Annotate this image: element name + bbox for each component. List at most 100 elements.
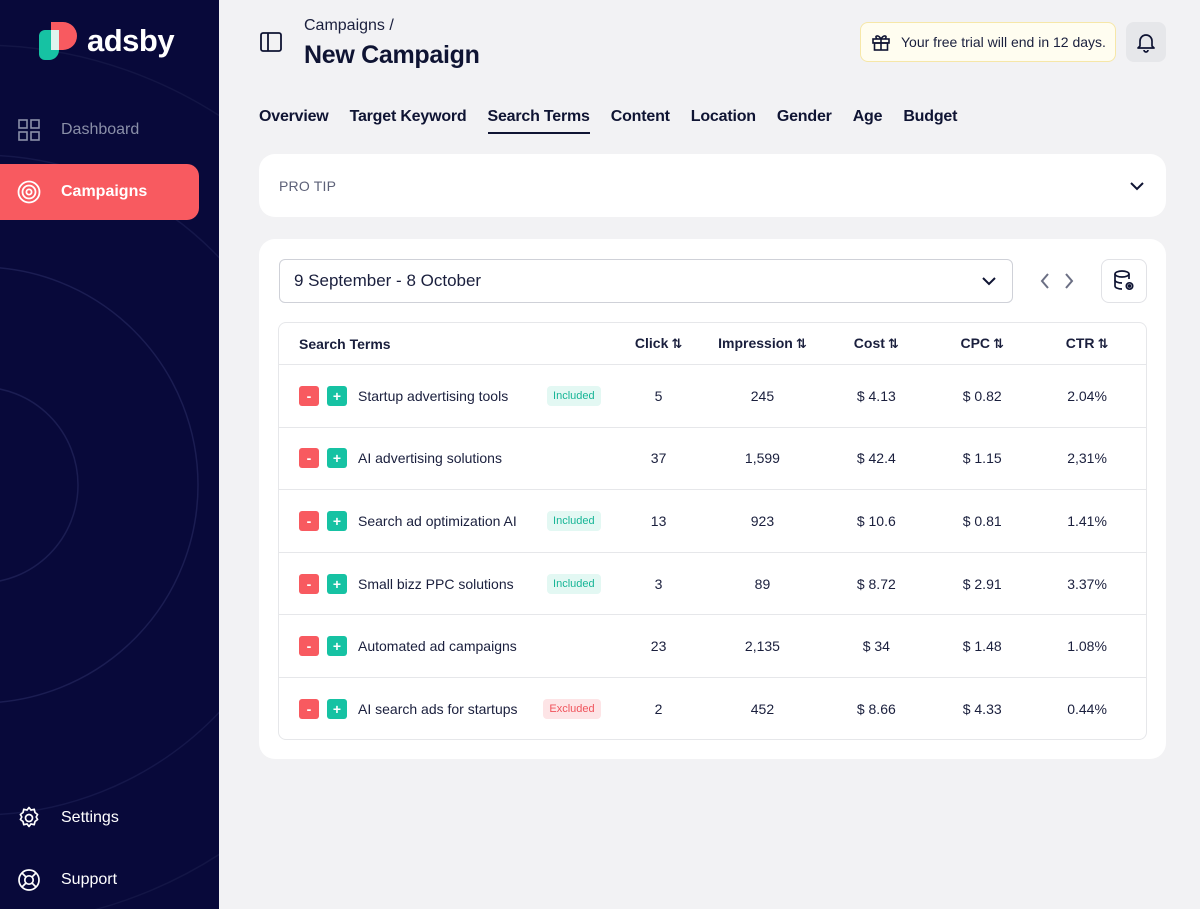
sidebar-item-settings[interactable]: Settings [0,790,199,846]
bell-icon [1137,34,1155,53]
date-range-value: 9 September - 8 October [294,271,482,290]
column-header-term[interactable]: Search Terms [299,335,391,352]
column-header-cost[interactable]: Cost ⇅ [853,335,899,351]
search-terms-table: Search Terms Click ⇅ Impression ⇅ Cost ⇅ CP… [278,322,1147,740]
tab-target-keyword[interactable]: Target Keyword [349,108,467,125]
logo[interactable]: adsby [37,20,175,62]
cell-impression: 923 [750,512,775,529]
date-nav [1037,269,1077,293]
cell-click: 2 [654,701,663,718]
trial-banner: Your free trial will end in 12 days. [860,22,1116,62]
tab-budget[interactable]: Budget [903,108,958,125]
column-header-ctr[interactable]: CTR ⇅ [1065,335,1109,351]
sidebar-toggle-icon[interactable] [259,30,283,54]
cell-impression: 452 [750,701,775,718]
pro-tip-accordion[interactable]: PRO TIP [259,154,1166,217]
tab-gender[interactable]: Gender [776,108,832,125]
pro-tip-label: PRO TIP [279,177,337,194]
lifebuoy-icon [17,868,41,892]
sort-icon: ⇅ [1097,336,1109,351]
status-badge: Included [547,385,601,406]
search-term: Startup advertising tools [358,387,509,404]
trial-text: Your free trial will end in 12 days. [901,34,1106,50]
chevron-down-icon [982,277,996,286]
date-range-select[interactable]: 9 September - 8 October [279,259,1013,303]
table-row: - + Startup advertising tools Included 5… [279,365,1146,428]
cell-click: 3 [654,575,663,592]
cell-click: 5 [654,387,663,404]
sort-icon: ⇅ [795,336,807,351]
sidebar-item-label: Campaigns [61,183,148,200]
table-row: - + Small bizz PPC solutions Included 3 … [279,553,1146,616]
column-header-impression[interactable]: Impression ⇅ [718,335,807,351]
cell-impression: 245 [750,387,775,404]
search-term: Small bizz PPC solutions [358,575,514,592]
grid-icon [17,118,41,142]
target-icon [17,180,41,204]
sidebar-item-dashboard[interactable]: Dashboard [0,102,199,158]
include-term-button[interactable]: + [327,510,347,531]
exclude-term-button[interactable]: - [299,699,319,720]
exclude-term-button[interactable]: - [299,636,319,657]
sidebar: adsby Dashboard Campaigns Settings [0,0,219,909]
cell-cost: $ 10.6 [856,512,896,529]
table-header: Search Terms Click ⇅ Impression ⇅ Cost ⇅ CP… [279,323,1146,365]
include-term-button[interactable]: + [327,636,347,657]
sidebar-item-label: Settings [61,809,119,826]
previous-period-button[interactable] [1037,269,1053,293]
cell-cpc: $ 1.15 [962,450,1002,467]
breadcrumb[interactable]: Campaigns / [304,17,394,34]
tab-search-terms[interactable]: Search Terms [487,108,590,134]
search-term: AI advertising solutions [358,450,502,467]
include-term-button[interactable]: + [327,699,347,720]
sidebar-item-label: Support [61,871,118,888]
cell-cost: $ 8.66 [856,701,896,718]
cell-cpc: $ 4.33 [962,701,1002,718]
cell-cpc: $ 1.48 [962,638,1002,655]
cell-ctr: 3.37% [1067,575,1107,592]
cell-cost: $ 34 [862,638,890,655]
tab-location[interactable]: Location [690,108,756,125]
notifications-button[interactable] [1126,22,1166,62]
table-row: - + AI search ads for startups Excluded … [279,678,1146,739]
sidebar-item-campaigns[interactable]: Campaigns [0,164,199,220]
next-period-button[interactable] [1061,269,1077,293]
tab-age[interactable]: Age [852,108,883,125]
cell-impression: 89 [754,575,771,592]
cell-cost: $ 4.13 [856,387,896,404]
include-term-button[interactable]: + [327,573,347,594]
cell-ctr: 1.41% [1067,512,1107,529]
chevron-left-icon [1040,273,1049,289]
column-header-cpc[interactable]: CPC ⇅ [960,335,1004,351]
search-terms-card: 9 September - 8 October Search Terms Cli… [259,239,1166,759]
tab-content[interactable]: Content [610,108,670,125]
database-settings-icon [1114,270,1134,291]
cell-cpc: $ 0.81 [962,512,1002,529]
column-header-click[interactable]: Click ⇅ [634,335,683,351]
cell-ctr: 0.44% [1067,701,1107,718]
export-button[interactable] [1101,259,1147,303]
sort-icon: ⇅ [993,336,1004,351]
table-row: - + Search ad optimization AI Included 1… [279,490,1146,553]
include-term-button[interactable]: + [327,385,347,406]
search-term: Search ad optimization AI [358,512,517,529]
cell-cost: $ 42.4 [856,450,896,467]
exclude-term-button[interactable]: - [299,385,319,406]
cell-impression: 1,599 [744,450,780,467]
status-badge: Included [547,510,601,531]
cell-ctr: 2.04% [1067,387,1107,404]
cell-cpc: $ 2.91 [962,575,1002,592]
chevron-down-icon [1130,181,1144,190]
exclude-term-button[interactable]: - [299,573,319,594]
cell-impression: 2,135 [744,638,780,655]
cell-ctr: 1.08% [1067,638,1107,655]
include-term-button[interactable]: + [327,448,347,469]
status-badge: Included [547,573,601,594]
cell-ctr: 2,31% [1067,450,1107,467]
exclude-term-button[interactable]: - [299,510,319,531]
sidebar-item-support[interactable]: Support [0,852,199,908]
exclude-term-button[interactable]: - [299,448,319,469]
gift-icon [871,32,891,52]
tab-overview[interactable]: Overview [259,108,329,125]
logo-mark-icon [37,20,79,62]
